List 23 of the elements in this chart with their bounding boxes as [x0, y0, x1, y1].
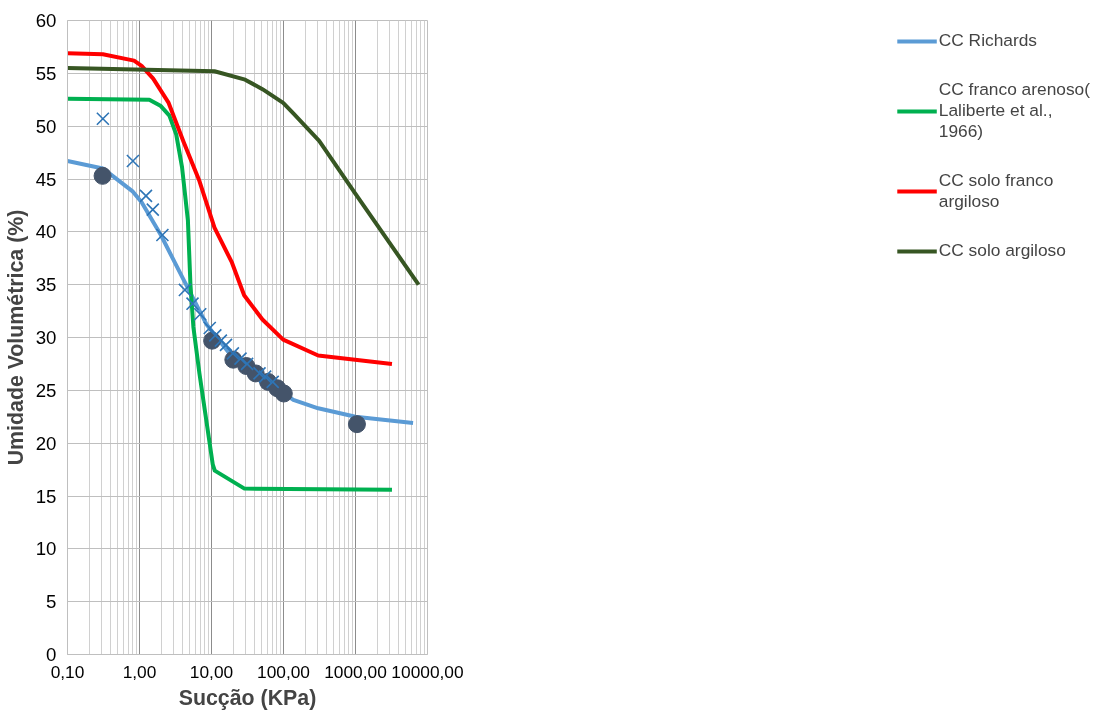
legend-label: CC Richards [938, 30, 1037, 51]
y-tick-label: 40 [35, 221, 57, 243]
x-tick-label: 100,00 [257, 661, 310, 682]
x-tick-label: 1000,00 [324, 661, 387, 682]
y-tick-label: 55 [35, 62, 57, 84]
legend-label: CC solo argiloso [938, 240, 1066, 261]
y-tick-label: 10 [35, 538, 57, 560]
y-tick-label: 25 [35, 379, 57, 401]
x-tick-label: 10,00 [189, 661, 234, 682]
x-tick-label: 10000,00 [391, 661, 464, 682]
y-tick-label: 50 [35, 115, 57, 137]
y-tick-label: 60 [35, 10, 57, 31]
legend-label: CC franco arenoso( Laliberte et al., 1966) [938, 79, 1090, 142]
y-tick-label: 20 [35, 432, 57, 454]
legend-label: CC solo franco argiloso [938, 170, 1054, 212]
y-tick-label: 35 [35, 274, 57, 296]
x-axis-title: Sucção (KPa) [178, 685, 317, 710]
y-tick-label: 30 [35, 327, 57, 348]
y-axis-title: Umidade Volumétrica (%) [3, 209, 28, 466]
y-tick-label: 15 [35, 485, 57, 507]
y-tick-label: 45 [35, 168, 57, 190]
y-tick-label: 5 [46, 591, 57, 613]
x-tick-label: 1,00 [122, 661, 157, 682]
